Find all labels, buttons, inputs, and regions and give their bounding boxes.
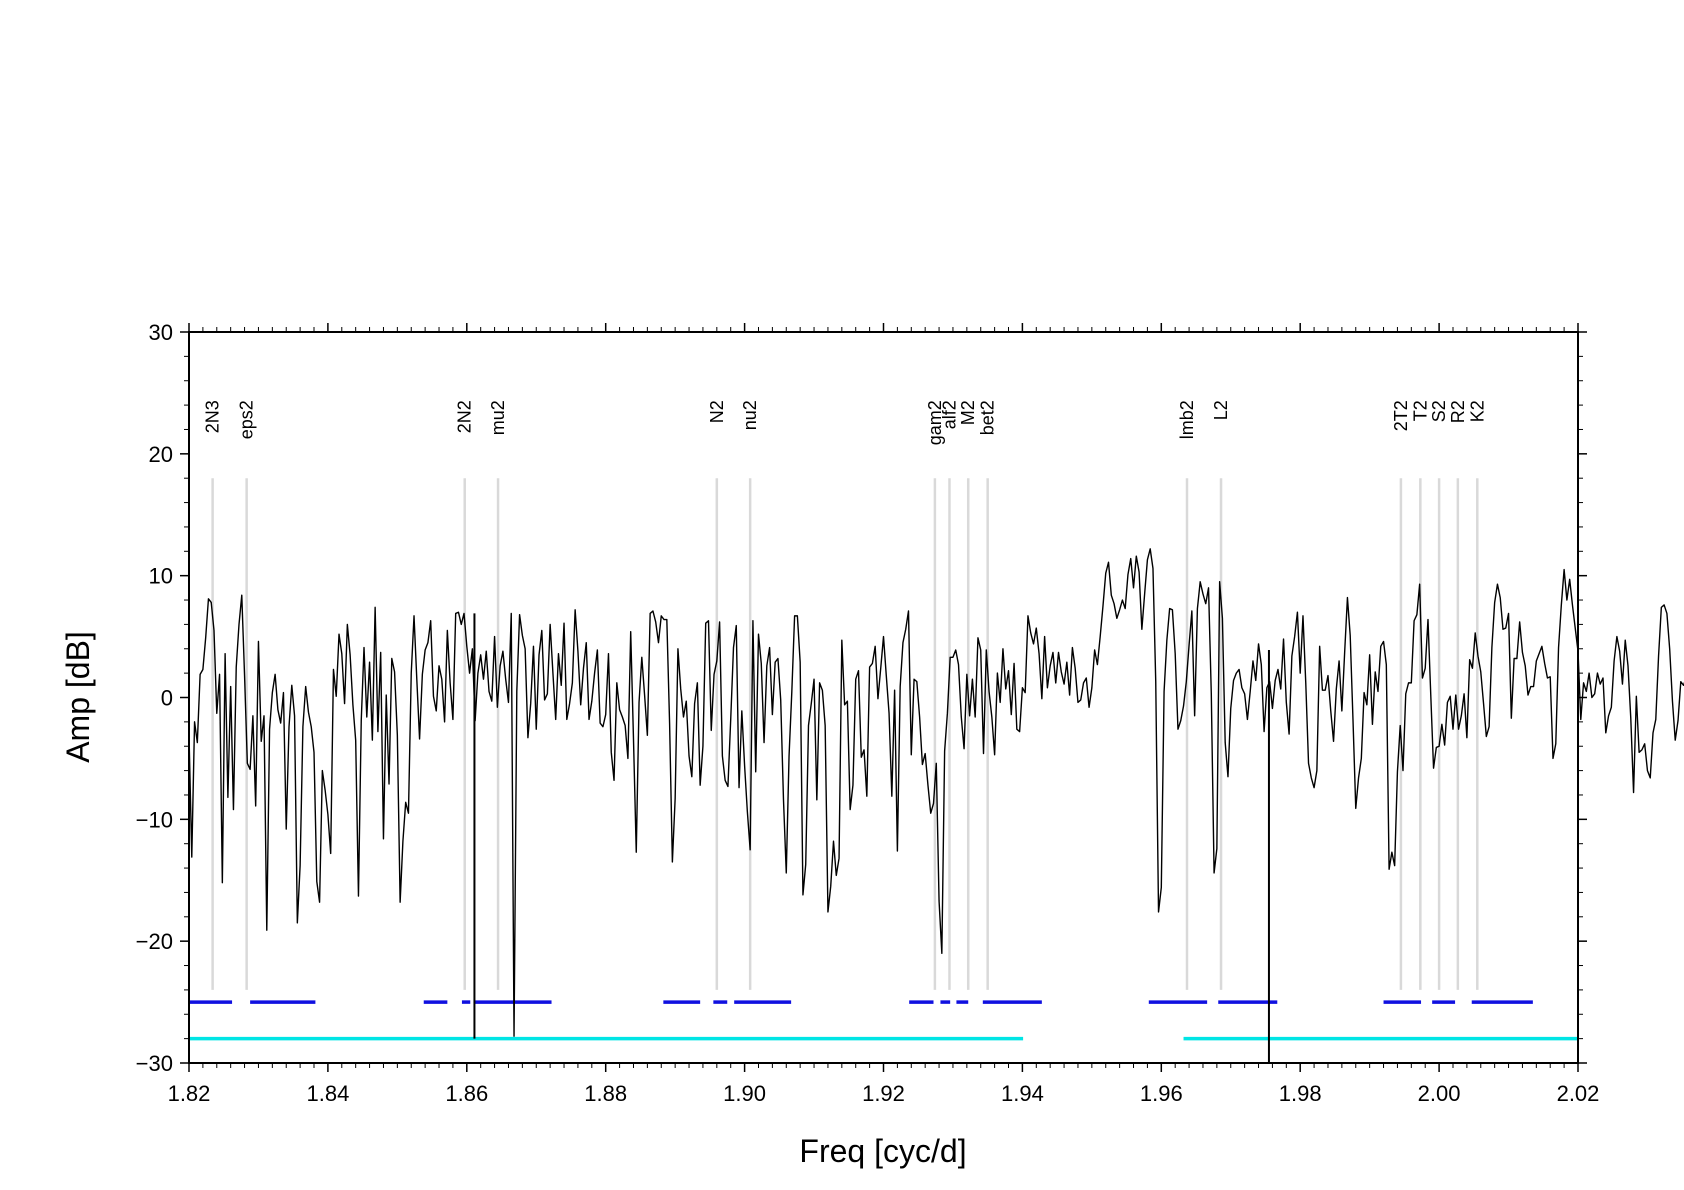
x-tick-label: 2.00: [1418, 1081, 1461, 1106]
y-tick-label: 10: [149, 564, 173, 589]
constituent-label: K2: [1467, 400, 1487, 422]
x-tick-label: 2.02: [1557, 1081, 1600, 1106]
constituent-label: T2: [1410, 400, 1430, 421]
constituent-label: L2: [1211, 400, 1231, 420]
x-axis-title: Freq [cyc/d]: [799, 1133, 966, 1169]
constituent-label: bet2: [978, 400, 998, 435]
x-tick-label: 1.82: [168, 1081, 211, 1106]
constituent-label: alf2: [939, 400, 959, 429]
constituent-label: 2T2: [1391, 400, 1411, 431]
constituent-label: N2: [707, 400, 727, 423]
frequency-bands: [189, 1000, 1578, 1041]
constituent-label: 2N2: [455, 400, 475, 433]
constituent-label: eps2: [237, 400, 257, 439]
spectrum-series: [188, 548, 1684, 1063]
x-tick-label: 1.96: [1140, 1081, 1183, 1106]
constituent-label: gam2: [925, 400, 945, 445]
x-tick-label: 1.92: [862, 1081, 905, 1106]
y-tick-label: −10: [136, 807, 173, 832]
x-tick-label: 1.98: [1279, 1081, 1322, 1106]
y-tick-label: 0: [161, 686, 173, 711]
axes: 1.82 1.84 1.86 1.88 1.90 1.92 1.94 1.96 1.98 2.00…: [136, 320, 1600, 1106]
x-tick-label: 1.94: [1001, 1081, 1044, 1106]
y-tick-label: −30: [136, 1051, 173, 1076]
x-tick-label: 1.86: [445, 1081, 488, 1106]
y-tick-label: 30: [149, 320, 173, 345]
constituent-label: R2: [1448, 400, 1468, 423]
constituent-label: 2N3: [203, 400, 223, 433]
x-tick-label: 1.88: [584, 1081, 627, 1106]
constituent-label: M2: [958, 400, 978, 425]
x-tick-label: 1.84: [306, 1081, 349, 1106]
constituent-label: nu2: [740, 400, 760, 430]
x-tick-label: 1.90: [723, 1081, 766, 1106]
constituent-label: lmb2: [1177, 400, 1197, 439]
y-axis-title: Amp [dB]: [60, 631, 96, 763]
constituent-label: mu2: [488, 400, 508, 435]
constituent-label: S2: [1429, 400, 1449, 422]
y-tick-label: 20: [149, 442, 173, 467]
spectrum-line: [188, 548, 1684, 1037]
y-tick-label: −20: [136, 929, 173, 954]
